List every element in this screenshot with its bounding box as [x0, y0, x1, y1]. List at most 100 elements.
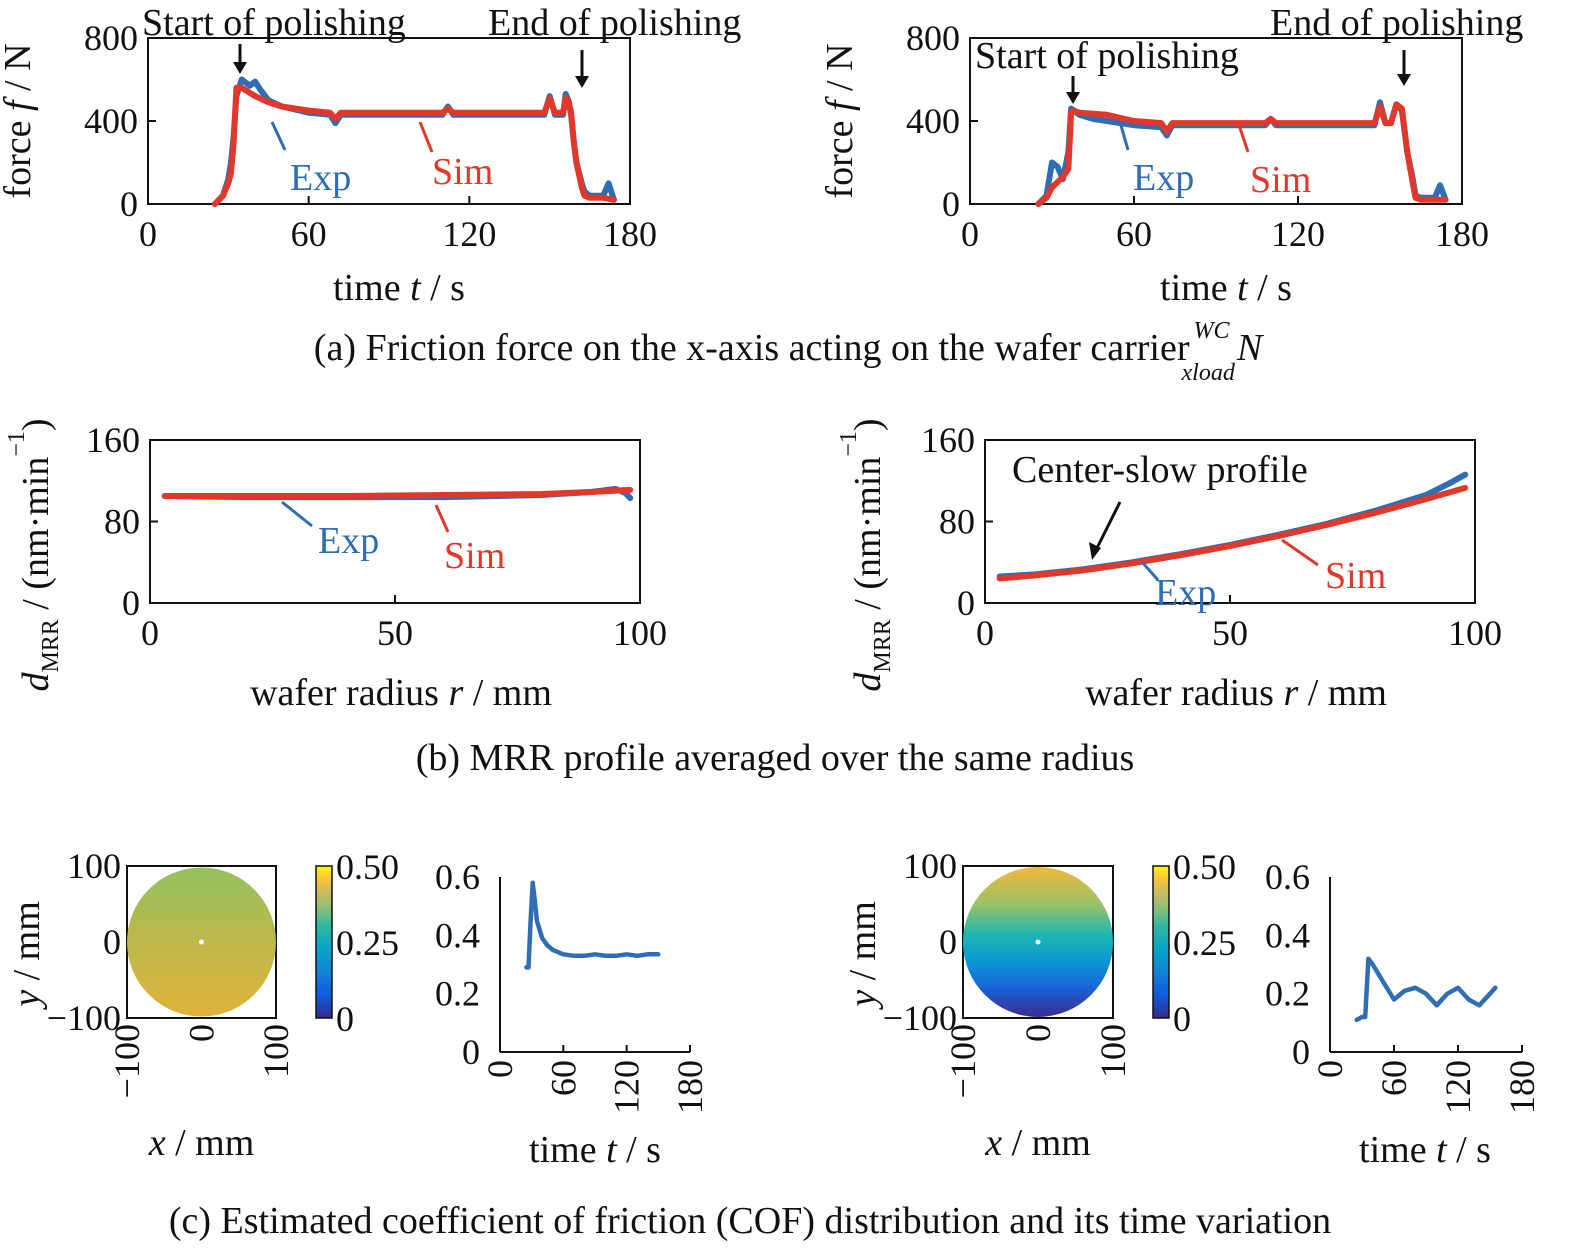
b-right-center-slow-annotation: Center-slow profile	[1012, 449, 1308, 491]
b-right-x-tick-label: 50	[1212, 613, 1248, 653]
c-left-line-x-tick-label: 60	[543, 1060, 583, 1096]
a-left-end-annotation: End of polishing	[488, 2, 741, 44]
c-left-line-y-tick-label: 0	[462, 1032, 480, 1072]
b-left-x-tick-label: 50	[377, 613, 413, 653]
c-right-map-x-axis-label: x / mm	[984, 1122, 1091, 1164]
a-right-y-axis-label: force f / N	[819, 43, 861, 198]
a-left-y-tick-label: 400	[84, 101, 138, 141]
b-right-annotation-arrow-head	[1089, 542, 1101, 560]
c-right-line-chart: 0 60 120 180 0 0.2 0.4 0.6 time t / s	[1265, 857, 1542, 1171]
a-left-x-tick-label: 120	[442, 214, 496, 254]
a-left-start-annotation: Start of polishing	[142, 2, 406, 44]
c-right-map-colorbar-tick-label: 0.50	[1173, 847, 1236, 887]
c-right-map-y-tick-label: 100	[903, 846, 957, 886]
c-right-line-cof-line	[1354, 956, 1498, 1023]
a-left-x-axis-label: time t / s	[333, 267, 465, 309]
c-left-map-colorbar-tick-label: 0	[336, 999, 354, 1039]
b-left-y-tick-label: 160	[86, 420, 140, 460]
c-right-map-colorbar-tick-label: 0	[1173, 999, 1191, 1039]
c-left-map-y-axis-label: y / mm	[6, 901, 48, 1011]
a-right-exp-label: Exp	[1133, 157, 1194, 199]
c-left-line-y-tick-label: 0.6	[435, 857, 480, 897]
b-right-sim-label: Sim	[1325, 555, 1386, 597]
c-right-line-x-tick-label: 0	[1310, 1060, 1350, 1078]
a-right-start-arrow-head	[1066, 92, 1080, 104]
c-right-map-center-dot	[1035, 939, 1041, 945]
b-right-sim-leader	[1281, 538, 1319, 567]
b-left-y-tick-label: 0	[122, 583, 140, 623]
c-left-map-x-axis-label: x / mm	[148, 1122, 255, 1164]
a-left-x-tick-label: 0	[139, 214, 157, 254]
a-right-chart: 0 60 120 180 0 400 800 time t / s force f / N Exp…	[819, 2, 1523, 309]
c-left-map-center-dot	[199, 939, 204, 945]
a-right-sim-label: Sim	[1250, 159, 1311, 201]
c-right-map-x-tick-label: −100	[943, 1024, 983, 1098]
c-left-map-y-tick-label: −100	[47, 998, 121, 1038]
b-right-y-tick-label: 80	[939, 502, 975, 542]
b-right-x-tick-label: 0	[976, 613, 994, 653]
a-left-series-exp-line	[211, 76, 617, 207]
c-left-map-colorbar-tick-label: 0.25	[336, 923, 399, 963]
c-left-map-x-tick-label: 100	[256, 1024, 296, 1078]
a-right-end-annotation: End of polishing	[1270, 2, 1523, 44]
b-left-y-tick-label: 80	[104, 502, 140, 542]
a-right-start-annotation: Start of polishing	[975, 35, 1239, 77]
b-left-exp-leader	[281, 500, 313, 528]
a-left-y-axis-label: force f / N	[0, 43, 39, 198]
c-left-map-chart: 100 0 −100−100 0 100 x / mm y / mm 0.50 0.25 0	[6, 846, 399, 1164]
c-right-map-y-axis-label: y / mm	[842, 901, 884, 1011]
b-right-series-sim-line	[996, 484, 1469, 582]
c-right-line-x-tick-label: 120	[1438, 1060, 1478, 1114]
a-right-sim-leader	[1236, 121, 1250, 153]
c-right-line-x-tick-label: 60	[1374, 1060, 1414, 1096]
a-right-x-axis-label: time t / s	[1160, 267, 1292, 309]
a-left-exp-leader	[270, 121, 287, 151]
a-left-start-arrow-head	[233, 62, 247, 74]
c-left-line-x-tick-label: 0	[480, 1060, 520, 1078]
a-left-chart: 0 60 120 180 0 400 800 time t / s force f / N Exp…	[0, 2, 741, 309]
a-right-x-tick-label: 60	[1116, 214, 1152, 254]
c-left-map-x-tick-label: 0	[182, 1024, 222, 1042]
a-left-sim-label: Sim	[432, 151, 493, 193]
c-right-line-y-tick-label: 0.6	[1265, 857, 1310, 897]
c-left-map-y-tick-label: 100	[67, 846, 121, 886]
c-right-map-y-tick-label: 0	[939, 922, 957, 962]
a-right-end-arrow-head	[1397, 74, 1411, 86]
a-left-series-sim-line	[211, 84, 617, 207]
b-left-chart: 0 50 100 0 80 160 wafer radius r / mm dMRR / (n…	[4, 418, 667, 714]
a-right-y-tick-label: 0	[942, 184, 960, 224]
b-left-x-tick-label: 100	[613, 613, 667, 653]
c-right-map-colorbar	[1152, 865, 1170, 1019]
b-right-exp-label: Exp	[1155, 572, 1216, 614]
c-right-map-y-tick-label: −100	[883, 998, 957, 1038]
b-left-sim-leader	[434, 504, 450, 533]
b-left-y-axis-label: dMRR / (nm·min−1)	[4, 418, 64, 691]
a-left-x-tick-label: 60	[291, 214, 327, 254]
c-right-map-colorbar-tick-label: 0.25	[1173, 923, 1236, 963]
a-left-plot-frame	[147, 37, 631, 205]
c-right-map-chart: 100 0 −100−100 0 100 x / mm y / mm 0.50 0.25 0	[842, 846, 1236, 1164]
c-left-line-x-axis-label: time t / s	[529, 1129, 661, 1171]
b-right-chart: 0 50 100 0 80 160 wafer radius r / mm dMRR / (n…	[836, 418, 1502, 714]
a-right-x-tick-label: 0	[961, 214, 979, 254]
a-left-exp-label: Exp	[290, 157, 351, 199]
b-left-series-sim-line	[161, 486, 634, 499]
b-left-exp-label: Exp	[318, 520, 379, 562]
c-left-line-y-tick-label: 0.2	[435, 974, 480, 1014]
c-left-line-cof-line	[524, 880, 661, 970]
c-right-line-x-tick-label: 180	[1502, 1060, 1542, 1114]
c-left-line-x-tick-label: 120	[607, 1060, 647, 1114]
c-left-line-chart: 0 60 120 180 0 0.2 0.4 0.6 time t / s	[435, 857, 710, 1171]
c-right-line-y-tick-label: 0	[1292, 1032, 1310, 1072]
c-right-line-x-axis-label: time t / s	[1359, 1129, 1491, 1171]
caption-b: (b) MRR profile averaged over the same r…	[416, 737, 1135, 779]
b-left-plot-frame	[149, 439, 641, 604]
c-left-map-y-tick-label: 0	[103, 922, 121, 962]
a-right-y-tick-label: 800	[906, 18, 960, 58]
a-left-end-arrow-head	[575, 76, 589, 88]
a-left-y-tick-label: 800	[84, 18, 138, 58]
a-right-exp-leader	[1118, 121, 1130, 151]
b-right-x-tick-label: 100	[1448, 613, 1502, 653]
a-right-x-tick-label: 120	[1271, 214, 1325, 254]
